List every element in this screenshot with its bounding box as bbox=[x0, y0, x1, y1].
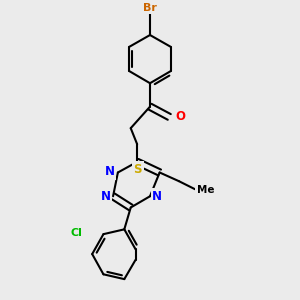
Text: O: O bbox=[175, 110, 185, 123]
Text: Br: Br bbox=[143, 2, 157, 13]
Text: Me: Me bbox=[196, 185, 214, 195]
Text: N: N bbox=[101, 190, 111, 203]
Text: S: S bbox=[134, 163, 142, 176]
Text: N: N bbox=[105, 165, 115, 178]
Text: Cl: Cl bbox=[71, 228, 82, 238]
Text: N: N bbox=[152, 190, 162, 203]
